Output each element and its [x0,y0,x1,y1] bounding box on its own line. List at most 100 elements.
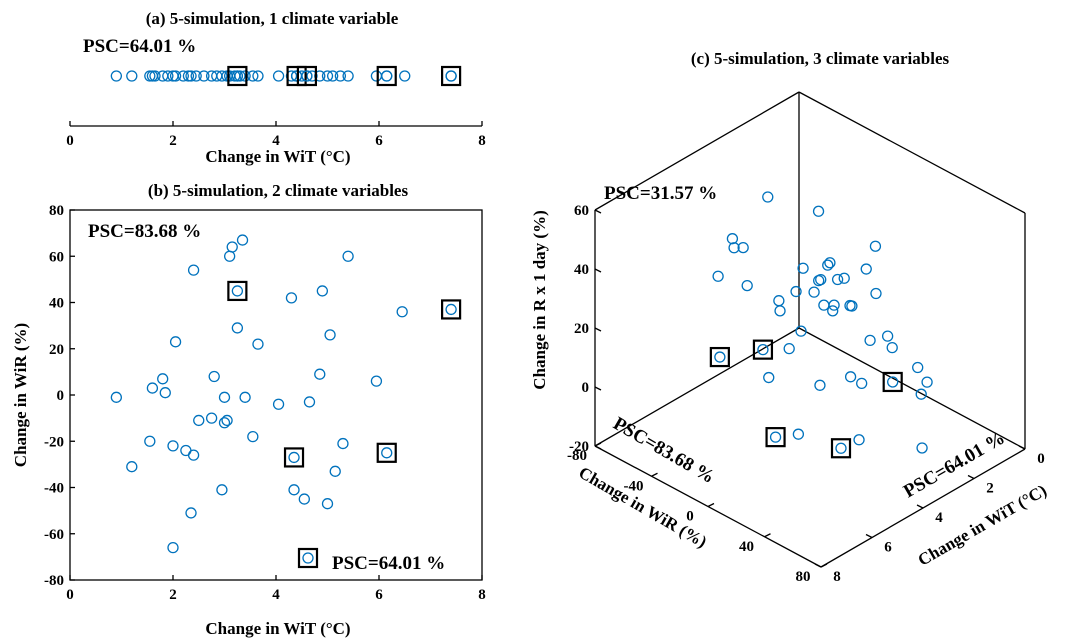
panel-a-point [370,70,383,82]
panel-c-point [792,428,805,440]
panel-b-highlighted-point-box [376,442,397,463]
panel-c-ztick-mark [594,209,602,214]
panel-c-top-back-right-edge [798,91,1026,214]
panel-b-point [324,329,336,341]
panel-c-point [814,379,826,391]
panel-b-point [221,414,233,427]
panel-a-highlighted-point-box [296,65,317,87]
panel-a-xlabel: Change in WiT (°C) [205,147,350,166]
panel-b-point [193,414,205,427]
panel-c-point [881,330,894,342]
panel-a-point [216,70,228,82]
panel-b-point [252,338,264,350]
panel-b-highlighted-point-box [227,280,248,302]
panel-a-point [252,70,264,82]
panel-c-point [726,233,739,245]
panel-b-xtick-label: 6 [375,587,383,603]
panel-c-point [844,371,857,383]
panel-c-psc-top: PSC=31.57 % [604,183,717,204]
panel-a-highlighted-point-box [227,65,248,87]
panel-c-chart: (c) 5-simulation, 3 climate variables 60… [530,49,1050,585]
panel-b-point [329,465,341,477]
panel-b-point [167,440,179,452]
panel-c-point [818,299,830,311]
panel-b-ylabel: Change in WiR (%) [11,323,30,467]
panel-c-point [860,263,872,275]
panel-a-highlighted-point [231,70,244,82]
panel-b-point [316,285,329,297]
panel-c-point [712,270,724,282]
panel-b-highlighted-point [445,303,457,316]
panel-b-chart: (b) 5-simulation, 2 climate variables 0 2… [11,181,486,638]
panel-c-highlighted-point-box [765,427,786,448]
panel-c-point [790,285,802,298]
panel-b-xtick-label: 0 [66,587,74,603]
panel-c-highlighted-point [835,442,847,454]
panel-c-xtick-mark [1018,445,1026,450]
panel-b-point [187,449,200,461]
panel-c-point [783,342,795,355]
panel-b-point [370,375,383,387]
panel-c-ztick-label: 40 [574,262,589,278]
panel-c-ytick-label: 80 [796,569,811,585]
panel-b-ytick-label: 40 [49,296,64,312]
panel-b-xlabel: Change in WiT (°C) [205,619,350,638]
panel-c-point [812,205,825,217]
panel-b-highlighted-point [381,447,393,459]
panel-c-point [808,286,820,298]
panel-a-highlighted-point [301,70,313,82]
panel-a-title: (a) 5-simulation, 1 climate variable [146,9,399,28]
panel-c-psc-wir: PSC=83.68 % [610,413,719,488]
panel-c-highlighted-point [714,351,726,363]
panel-c-highlighted-point [769,431,782,443]
panel-c-point [728,242,740,254]
panel-a-point [272,70,285,82]
panel-a-point [326,70,339,82]
panel-b-point [146,382,159,394]
panel-a-point [334,70,347,82]
panel-c-xtick-mark [967,474,975,480]
panel-b-point [144,435,156,447]
panel-a-point [321,70,334,82]
panel-b-ytick-label: 0 [57,388,65,404]
panel-c-point [921,376,933,388]
panel-c-point [838,272,850,284]
panel-b-title: (b) 5-simulation, 2 climate variables [148,181,409,200]
panel-c-xtick-mark [916,504,924,509]
panel-c-xtick-mark [814,563,822,568]
panel-c-ytick-label: 40 [739,539,754,555]
panel-c-highlighted-point-box [709,346,730,368]
panel-b-point [337,437,349,450]
panel-c-xtick-label: 8 [833,569,841,585]
panel-a-point [342,70,354,82]
panel-b-highlighted-point-box [441,299,462,320]
panel-a-highlighted-point-box [286,65,307,87]
panel-c-point [763,371,775,384]
panel-c-highlighted-point [757,343,769,356]
panel-c-point [737,241,749,254]
panel-b-point [218,391,231,403]
panel-a-xtick-label: 8 [478,133,486,149]
panel-b-legend-marker-box [297,547,319,569]
panel-a-point [146,70,159,82]
panel-a-highlighted-point [445,70,457,82]
panel-c-marks [709,191,933,459]
panel-a-point [306,70,318,82]
panel-b-point [272,398,285,410]
panel-a-highlighted-point [381,70,393,82]
panel-b-point [126,461,138,473]
panel-b-point [216,484,228,496]
panel-b-point [239,391,251,403]
panel-b-point [167,541,179,554]
panel-c-point [916,442,928,454]
panel-b-ytick-label: 20 [49,342,64,358]
panel-b-point [208,370,220,383]
panel-a-highlighted-point-box [441,65,462,87]
panel-c-point [741,279,753,292]
panel-c-highlighted-point [887,376,899,388]
panel-c-ytick-label: -40 [624,478,644,494]
panel-c-point [853,434,865,446]
panel-c-point [822,259,834,271]
panel-c-ztick-label: 60 [574,203,589,219]
panel-b-point [226,241,238,253]
